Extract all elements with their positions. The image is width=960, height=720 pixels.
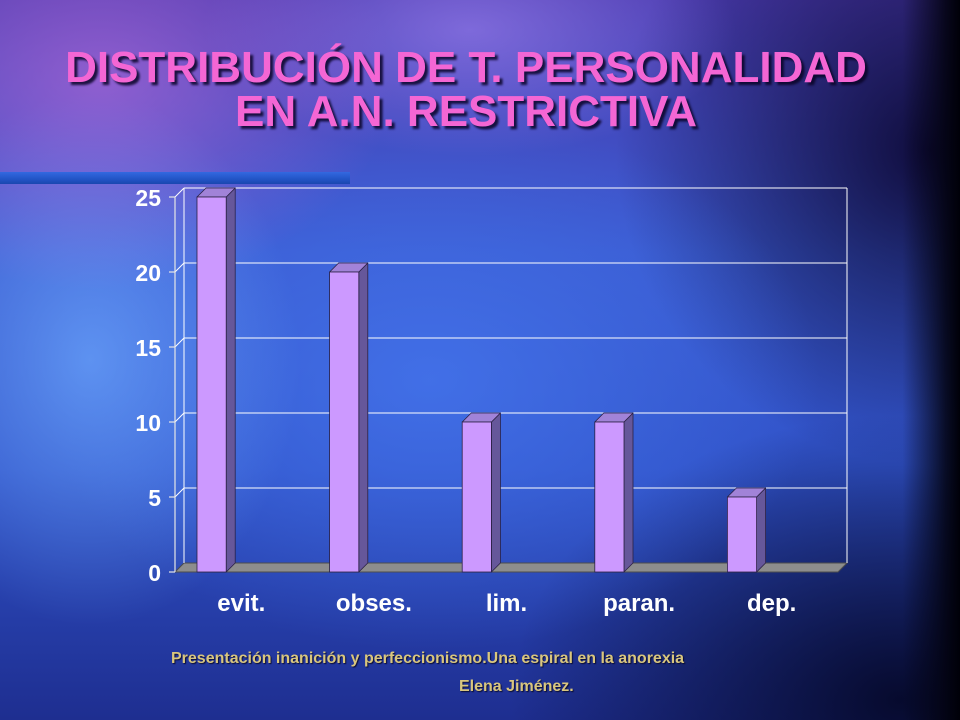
side-wall-gridline	[174, 487, 185, 498]
bar-front-face	[329, 271, 360, 573]
x-tick-label: lim.	[486, 590, 527, 617]
x-tick-label: obses.	[336, 590, 412, 617]
bar-lim	[461, 412, 501, 573]
bar-paran	[594, 412, 634, 573]
side-wall-gridline	[174, 187, 185, 198]
y-tick-label: 25	[135, 185, 161, 211]
bar-side-face	[756, 487, 766, 573]
bar-side-face	[490, 412, 501, 573]
x-tick-label: dep.	[747, 590, 796, 617]
side-wall-gridline	[174, 262, 185, 273]
bar-evit	[196, 187, 236, 573]
bar-side-face	[358, 262, 369, 573]
title-accent-bar	[0, 172, 350, 184]
bar-front-face	[461, 421, 492, 573]
bar-side-face	[623, 412, 634, 573]
y-tick-label: 5	[148, 485, 161, 511]
bar-front-face	[727, 496, 758, 573]
slide-title: DISTRIBUCIÓN DE T. PERSONALIDAD EN A.N. …	[65, 43, 867, 136]
bar-front-face	[594, 421, 625, 573]
footer-presentation-title: Presentación inanición y perfeccionismo.…	[171, 650, 685, 667]
footer-author: Elena Jiménez.	[459, 678, 574, 695]
bar-front-face	[196, 196, 227, 573]
side-wall-gridline	[174, 412, 185, 423]
y-tick-label: 20	[135, 260, 161, 286]
y-tick-label: 15	[135, 335, 161, 361]
bar-dep	[727, 487, 766, 573]
x-tick-label: evit.	[217, 590, 265, 617]
x-tick-label: paran.	[603, 590, 675, 617]
side-wall-gridline	[174, 337, 185, 348]
y-tick-label: 0	[148, 560, 161, 586]
bar-obses	[329, 262, 369, 573]
bar-side-face	[225, 187, 236, 573]
chart-gridlines	[174, 187, 847, 498]
y-tick-label: 10	[135, 410, 161, 436]
